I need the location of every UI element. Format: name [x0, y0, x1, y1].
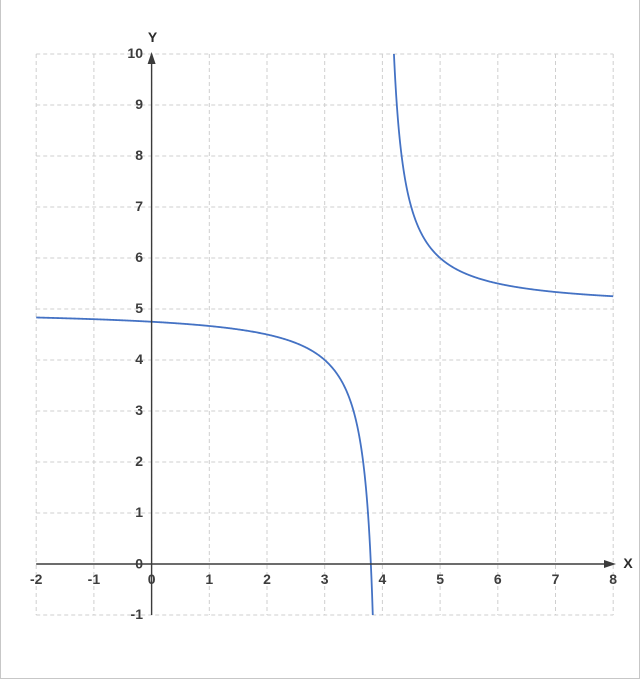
svg-text:2: 2	[135, 453, 143, 469]
svg-text:1: 1	[135, 504, 143, 520]
svg-text:-2: -2	[30, 571, 43, 587]
svg-text:4: 4	[379, 571, 387, 587]
svg-text:3: 3	[321, 571, 329, 587]
svg-text:Y: Y	[148, 29, 158, 45]
svg-text:-1: -1	[88, 571, 101, 587]
svg-text:3: 3	[135, 402, 143, 418]
svg-text:6: 6	[135, 249, 143, 265]
svg-text:5: 5	[436, 571, 444, 587]
svg-text:8: 8	[609, 571, 617, 587]
svg-text:0: 0	[135, 556, 143, 572]
svg-text:7: 7	[135, 198, 143, 214]
svg-text:1: 1	[205, 571, 213, 587]
svg-text:-1: -1	[131, 606, 144, 622]
svg-text:5: 5	[135, 300, 143, 316]
svg-text:6: 6	[494, 571, 502, 587]
svg-text:4: 4	[135, 351, 143, 367]
svg-text:2: 2	[263, 571, 271, 587]
svg-text:9: 9	[135, 96, 143, 112]
svg-text:0: 0	[148, 571, 156, 587]
svg-text:7: 7	[552, 571, 560, 587]
svg-text:X: X	[623, 555, 633, 571]
svg-text:8: 8	[135, 147, 143, 163]
svg-text:10: 10	[127, 45, 143, 61]
